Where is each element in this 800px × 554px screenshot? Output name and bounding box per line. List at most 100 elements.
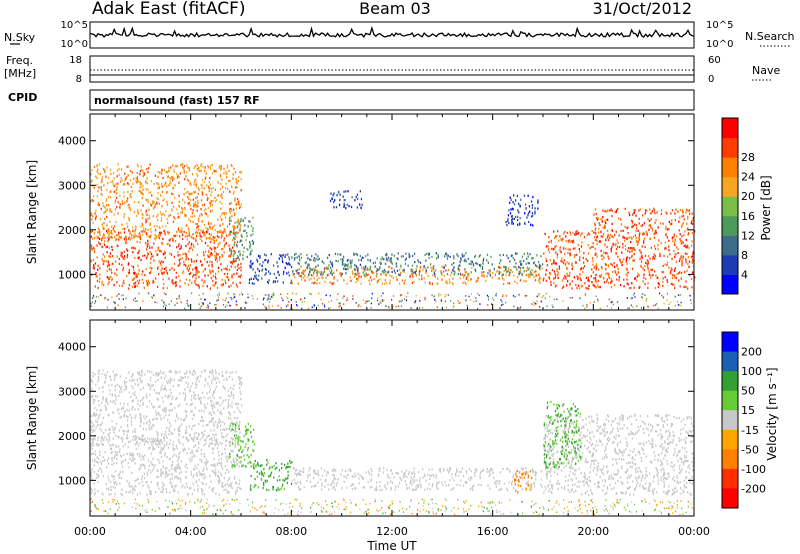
freq-label-1: Freq. [6,54,33,67]
velocity-colorbar: 200 100 50 15 -15 -50 -100 -200 [721,331,766,509]
colorbar-tick: 50 [741,385,755,398]
colorbar-tick: -100 [741,463,766,476]
cpid-label: CPID [8,91,37,104]
velocity-ytick-1: 2000 [58,430,86,443]
velocity-colorbar-label: Velocity [m s⁻¹] [765,367,779,460]
freq-trace [90,69,694,76]
power-colorbar: 4 8 12 16 20 24 28 [721,117,755,295]
colorbar-segment [722,157,738,178]
velocity-frame [89,319,695,517]
velocity-panel [90,369,695,516]
colorbar-segment [722,371,738,392]
colorbar-tick: 16 [741,210,755,223]
velocity-ylabel: Slant Range [km] [25,366,39,470]
power-ylabel: Slant Range [km] [25,160,39,264]
power-ytick-3: 4000 [58,135,86,148]
beam-title: Beam 03 [359,0,431,18]
colorbar-tick: 100 [741,365,762,378]
velocity-band-4 [291,467,543,492]
colorbar-segment [722,235,738,256]
xtick-3: 12:00 [376,525,408,538]
nsearch-tick-top: 10^5 [706,20,733,31]
freq-tick-top: 18 [69,55,82,66]
power-band-6 [329,190,363,210]
power-ytick-1: 2000 [58,224,86,237]
xtick-0: 00:00 [74,525,106,538]
power-band-2 [228,216,255,263]
velocity-band-0 [90,435,242,496]
power-band-8 [543,229,595,290]
nsky-tick-bottom: 10^0 [61,39,88,50]
power-near-range [90,292,695,310]
xtick-1: 04:00 [175,525,207,538]
colorbar-tick: 200 [741,346,762,359]
power-ytick-2: 3000 [58,179,86,192]
colorbar-tick: 24 [741,171,755,184]
colorbar-segment [722,410,738,431]
nave-label: Nave [752,64,780,77]
velocity-band-5 [513,469,533,494]
xtick-2: 08:00 [275,525,307,538]
colorbar-segment [722,196,738,217]
velocity-ytick-0: 1000 [58,474,86,487]
velocity-band-2 [228,422,255,470]
colorbar-tick: 8 [741,249,748,262]
freq-label-2: [MHz] [4,67,36,80]
colorbar-segment [722,215,738,236]
colorbar-segment [722,429,738,450]
velocity-band-7 [543,400,582,470]
colorbar-segment [722,488,738,509]
xtick-5: 20:00 [577,525,609,538]
colorbar-tick: 28 [741,151,755,164]
freq-tick-bottom: 8 [76,74,82,85]
colorbar-segment [722,351,738,372]
velocity-ytick-3: 4000 [58,341,86,354]
power-band-7 [505,194,539,227]
power-band-4 [291,265,544,286]
date-title: 31/Oct/2012 [592,0,692,18]
colorbar-segment [722,254,738,275]
colorbar-tick: -50 [741,443,759,456]
velocity-band-6 [543,413,695,496]
station-title: Adak East (fitACF) [92,0,246,19]
nsearch-label: N.Search [745,30,795,43]
power-band-1 [90,163,243,241]
colorbar-segment [722,176,738,197]
colorbar-segment [722,332,738,353]
power-panel [90,163,696,310]
xtick-4: 16:00 [477,525,509,538]
colorbar-tick: 4 [741,268,748,281]
colorbar-segment [722,468,738,489]
velocity-band-1 [90,369,243,447]
colorbar-tick: 20 [741,190,755,203]
power-colorbar-label: Power [dB] [759,175,773,240]
cpid-strip [89,89,695,111]
nsearch-tick-bottom: 10^0 [706,39,733,50]
power-band-3 [248,253,293,285]
velocity-band-3 [249,459,293,492]
colorbar-segment [722,449,738,470]
colorbar-segment [722,274,738,295]
colorbar-tick: 15 [741,404,755,417]
nsky-tick-top: 10^5 [61,20,88,31]
power-band-0 [90,229,243,290]
velocity-ytick-2: 3000 [58,385,86,398]
cpid-text: normalsound (fast) 157 RF [94,94,260,107]
colorbar-segment [722,137,738,158]
colorbar-tick: -15 [741,424,759,437]
nave-tick-bottom: 0 [708,74,714,85]
nsky-trace [89,25,695,39]
xtick-6: 00:00 [678,525,710,538]
nsky-strip [89,21,695,49]
power-band-9 [593,207,696,290]
colorbar-segment [722,390,738,411]
axes: 1000 2000 3000 4000 1000 2000 3000 4000 00:00 04:… [58,114,710,538]
nave-tick-top: 60 [708,55,721,66]
velocity-near-range [90,498,693,516]
xlabel: Time UT [366,539,417,553]
nsky-label: N.Sky [4,31,36,44]
colorbar-tick: 12 [741,229,755,242]
freq-strip [89,55,695,83]
